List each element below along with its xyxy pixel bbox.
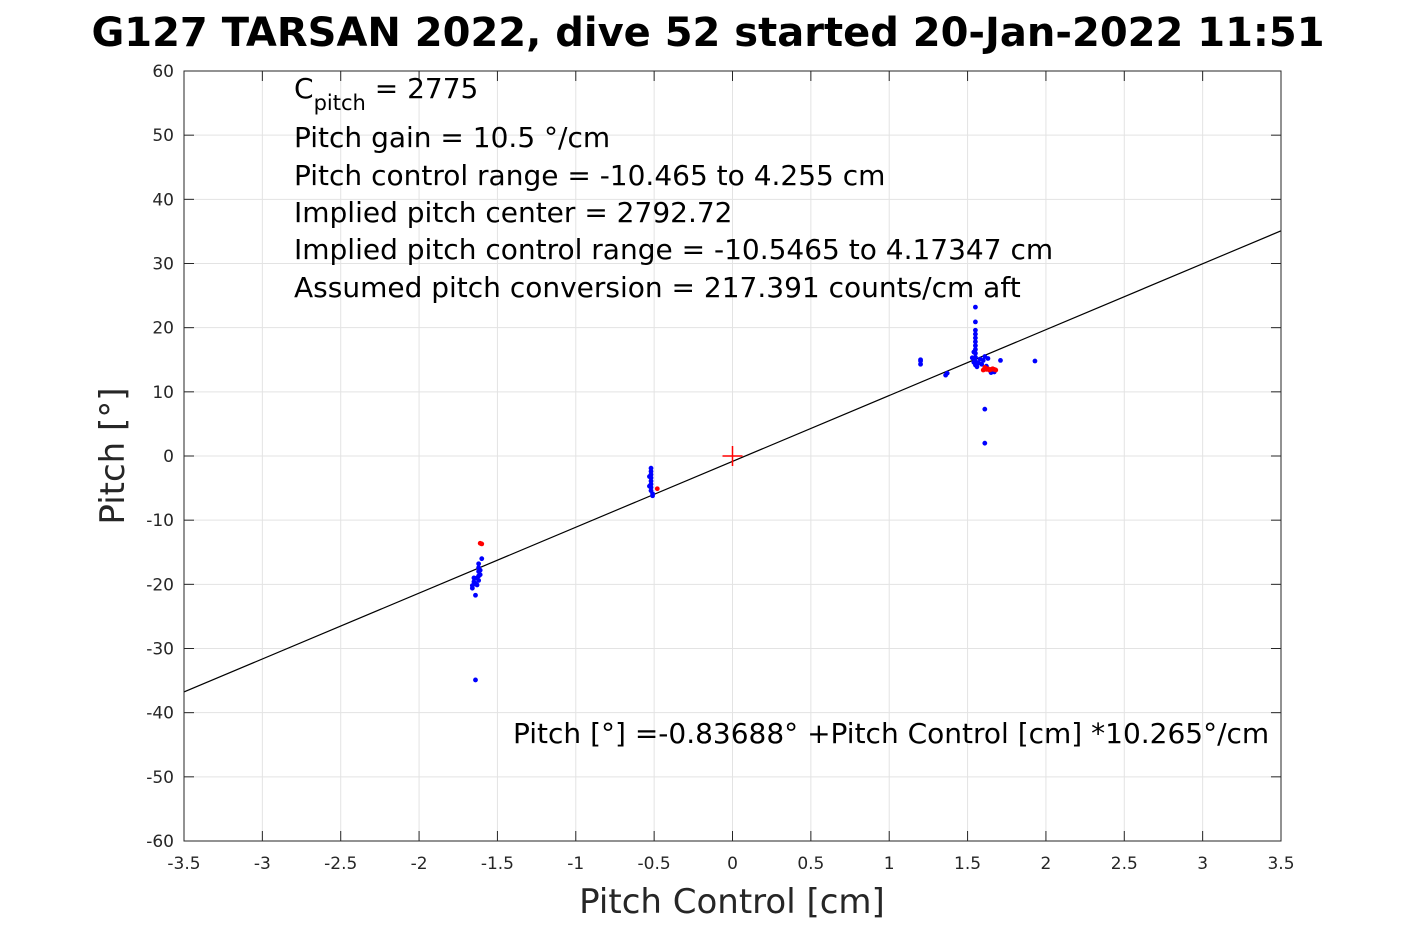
data-point bbox=[473, 677, 478, 683]
x-tick-label: -2.5 bbox=[324, 854, 357, 874]
data-point bbox=[973, 304, 978, 310]
data-point bbox=[479, 556, 485, 562]
y-tick-label: 10 bbox=[152, 383, 174, 403]
implied-pitch-center-annotation: Implied pitch center = 2792.72 bbox=[294, 196, 732, 229]
data-point bbox=[973, 343, 978, 349]
data-point bbox=[944, 370, 950, 376]
x-tick-label: 2 bbox=[1041, 854, 1052, 874]
cpitch-subscript: pitch bbox=[314, 91, 366, 115]
x-tick-label: -3.5 bbox=[167, 854, 200, 874]
data-point bbox=[477, 572, 483, 578]
y-tick-label: -30 bbox=[146, 640, 174, 660]
data-point bbox=[918, 357, 923, 363]
data-point bbox=[969, 355, 975, 361]
cpitch-annotation: Cpitch = 2775 bbox=[294, 72, 478, 115]
data-point bbox=[980, 357, 986, 363]
y-axis-label: Pitch [°] bbox=[93, 387, 133, 524]
y-tick-label: -40 bbox=[146, 704, 174, 724]
y-tick-label: -10 bbox=[146, 511, 174, 531]
x-tick-label: 1 bbox=[884, 854, 895, 874]
assumed-pitch-conversion-annotation: Assumed pitch conversion = 217.391 count… bbox=[294, 271, 1021, 304]
data-point bbox=[654, 486, 660, 492]
y-tick-label: -20 bbox=[146, 575, 174, 595]
data-point bbox=[1032, 358, 1038, 364]
data-point bbox=[477, 567, 483, 573]
data-point bbox=[650, 493, 655, 499]
y-tick-label: -60 bbox=[146, 832, 174, 852]
chart-title: G127 TARSAN 2022, dive 52 started 20-Jan… bbox=[91, 10, 1324, 56]
data-point bbox=[971, 349, 977, 355]
center-marker-group bbox=[722, 446, 743, 466]
x-tick-label: -0.5 bbox=[638, 854, 671, 874]
data-point bbox=[474, 582, 480, 588]
data-point bbox=[973, 335, 978, 341]
y-tick-label: 30 bbox=[152, 255, 174, 275]
x-tick-label: 1.5 bbox=[954, 854, 981, 874]
data-points bbox=[469, 304, 1038, 683]
y-tick-label: 60 bbox=[152, 62, 174, 82]
implied-pitch-control-range-annotation: Implied pitch control range = -10.5465 t… bbox=[294, 233, 1053, 266]
x-tick-label: 2.5 bbox=[1111, 854, 1138, 874]
data-point bbox=[469, 585, 475, 591]
x-tick-label: 3.5 bbox=[1267, 854, 1294, 874]
data-point bbox=[477, 540, 483, 546]
x-tick-label: -2 bbox=[411, 854, 428, 874]
data-point bbox=[982, 440, 988, 446]
x-tick-label: -1 bbox=[567, 854, 584, 874]
data-point bbox=[973, 319, 978, 325]
data-point bbox=[473, 592, 478, 598]
y-tick-label: 20 bbox=[152, 319, 174, 339]
data-point bbox=[973, 331, 978, 337]
y-tick-label: -50 bbox=[146, 768, 174, 788]
data-point bbox=[998, 357, 1003, 363]
x-tick-label: 3 bbox=[1197, 854, 1208, 874]
cpitch-value: = 2775 bbox=[366, 72, 479, 105]
data-point bbox=[476, 561, 482, 567]
fit-equation-annotation: Pitch [°] =-0.83688° +Pitch Control [cm]… bbox=[513, 717, 1269, 750]
data-point bbox=[647, 483, 652, 489]
x-tick-label: 0.5 bbox=[797, 854, 824, 874]
data-point bbox=[979, 361, 985, 367]
data-point bbox=[971, 359, 977, 365]
data-point bbox=[474, 575, 480, 581]
data-point bbox=[647, 474, 652, 479]
data-point bbox=[982, 406, 988, 412]
data-point bbox=[993, 367, 999, 373]
x-tick-label: -3 bbox=[254, 854, 271, 874]
pitch-gain-annotation: Pitch gain = 10.5 °/cm bbox=[294, 121, 610, 154]
data-point bbox=[973, 327, 978, 333]
x-tick-label: 0 bbox=[727, 854, 738, 874]
axis-ticks: -3.5 -3 -2.5 -2 -1.5 -1 -0.5 0 0.5 1 1.5 2 2.5 3 3.5 -6… bbox=[146, 62, 1294, 874]
cpitch-base: C bbox=[294, 72, 314, 105]
data-point bbox=[985, 356, 991, 361]
data-point bbox=[974, 364, 980, 370]
y-tick-label: 0 bbox=[163, 447, 174, 467]
pitch-control-range-annotation: Pitch control range = -10.465 to 4.255 c… bbox=[294, 159, 885, 192]
x-axis-label: Pitch Control [cm] bbox=[579, 882, 885, 922]
y-tick-label: 40 bbox=[152, 190, 174, 210]
y-tick-label: 50 bbox=[152, 126, 174, 146]
x-tick-label: -1.5 bbox=[481, 854, 514, 874]
data-point bbox=[973, 339, 978, 345]
